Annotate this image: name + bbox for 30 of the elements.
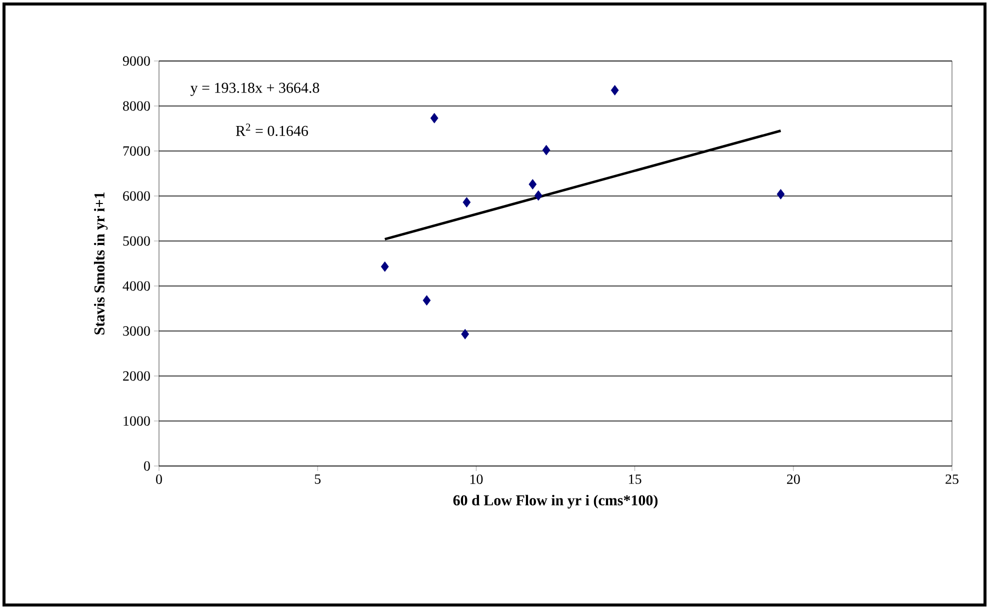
annotation: R$^{2}$ = 0.1646 — [236, 124, 308, 136]
y-tick-label: 6000 — [123, 191, 150, 201]
y-tick-label: 9000 — [122, 56, 150, 66]
x-axis-title: 60 d Low Flow in yr i (cms*100) — [453, 494, 658, 508]
point — [462, 197, 471, 208]
y-tick-label: 1000 — [124, 416, 150, 426]
x-tick-label: 0 — [156, 474, 162, 484]
x-tick-label: 15 — [629, 474, 642, 484]
x-tick-label: 20 — [787, 474, 800, 484]
y-tick-label: 7000 — [123, 146, 150, 156]
x-tick-label: 25 — [946, 474, 958, 484]
y-axis-title: Stavis Smolts in yr i+1 — [94, 192, 108, 334]
y-tick-label: 2000 — [123, 371, 150, 381]
point — [542, 144, 550, 156]
annotation: y = 193.18x + 3664.8 — [190, 82, 320, 96]
point — [610, 85, 619, 96]
point — [461, 328, 470, 340]
y-tick-label: 5000 — [123, 236, 150, 246]
x-tick-label: 10 — [470, 474, 483, 484]
y-tick-label: 8000 — [123, 101, 150, 111]
point — [528, 179, 537, 190]
point — [534, 190, 542, 201]
point — [430, 112, 438, 124]
point — [776, 188, 785, 200]
y-tick-label: 4000 — [122, 281, 150, 291]
y-tick-label: 3000 — [123, 326, 150, 336]
point — [380, 261, 389, 272]
y-tick-label: 0 — [144, 461, 150, 471]
point — [422, 295, 431, 306]
x-tick-label: 5 — [314, 474, 321, 484]
